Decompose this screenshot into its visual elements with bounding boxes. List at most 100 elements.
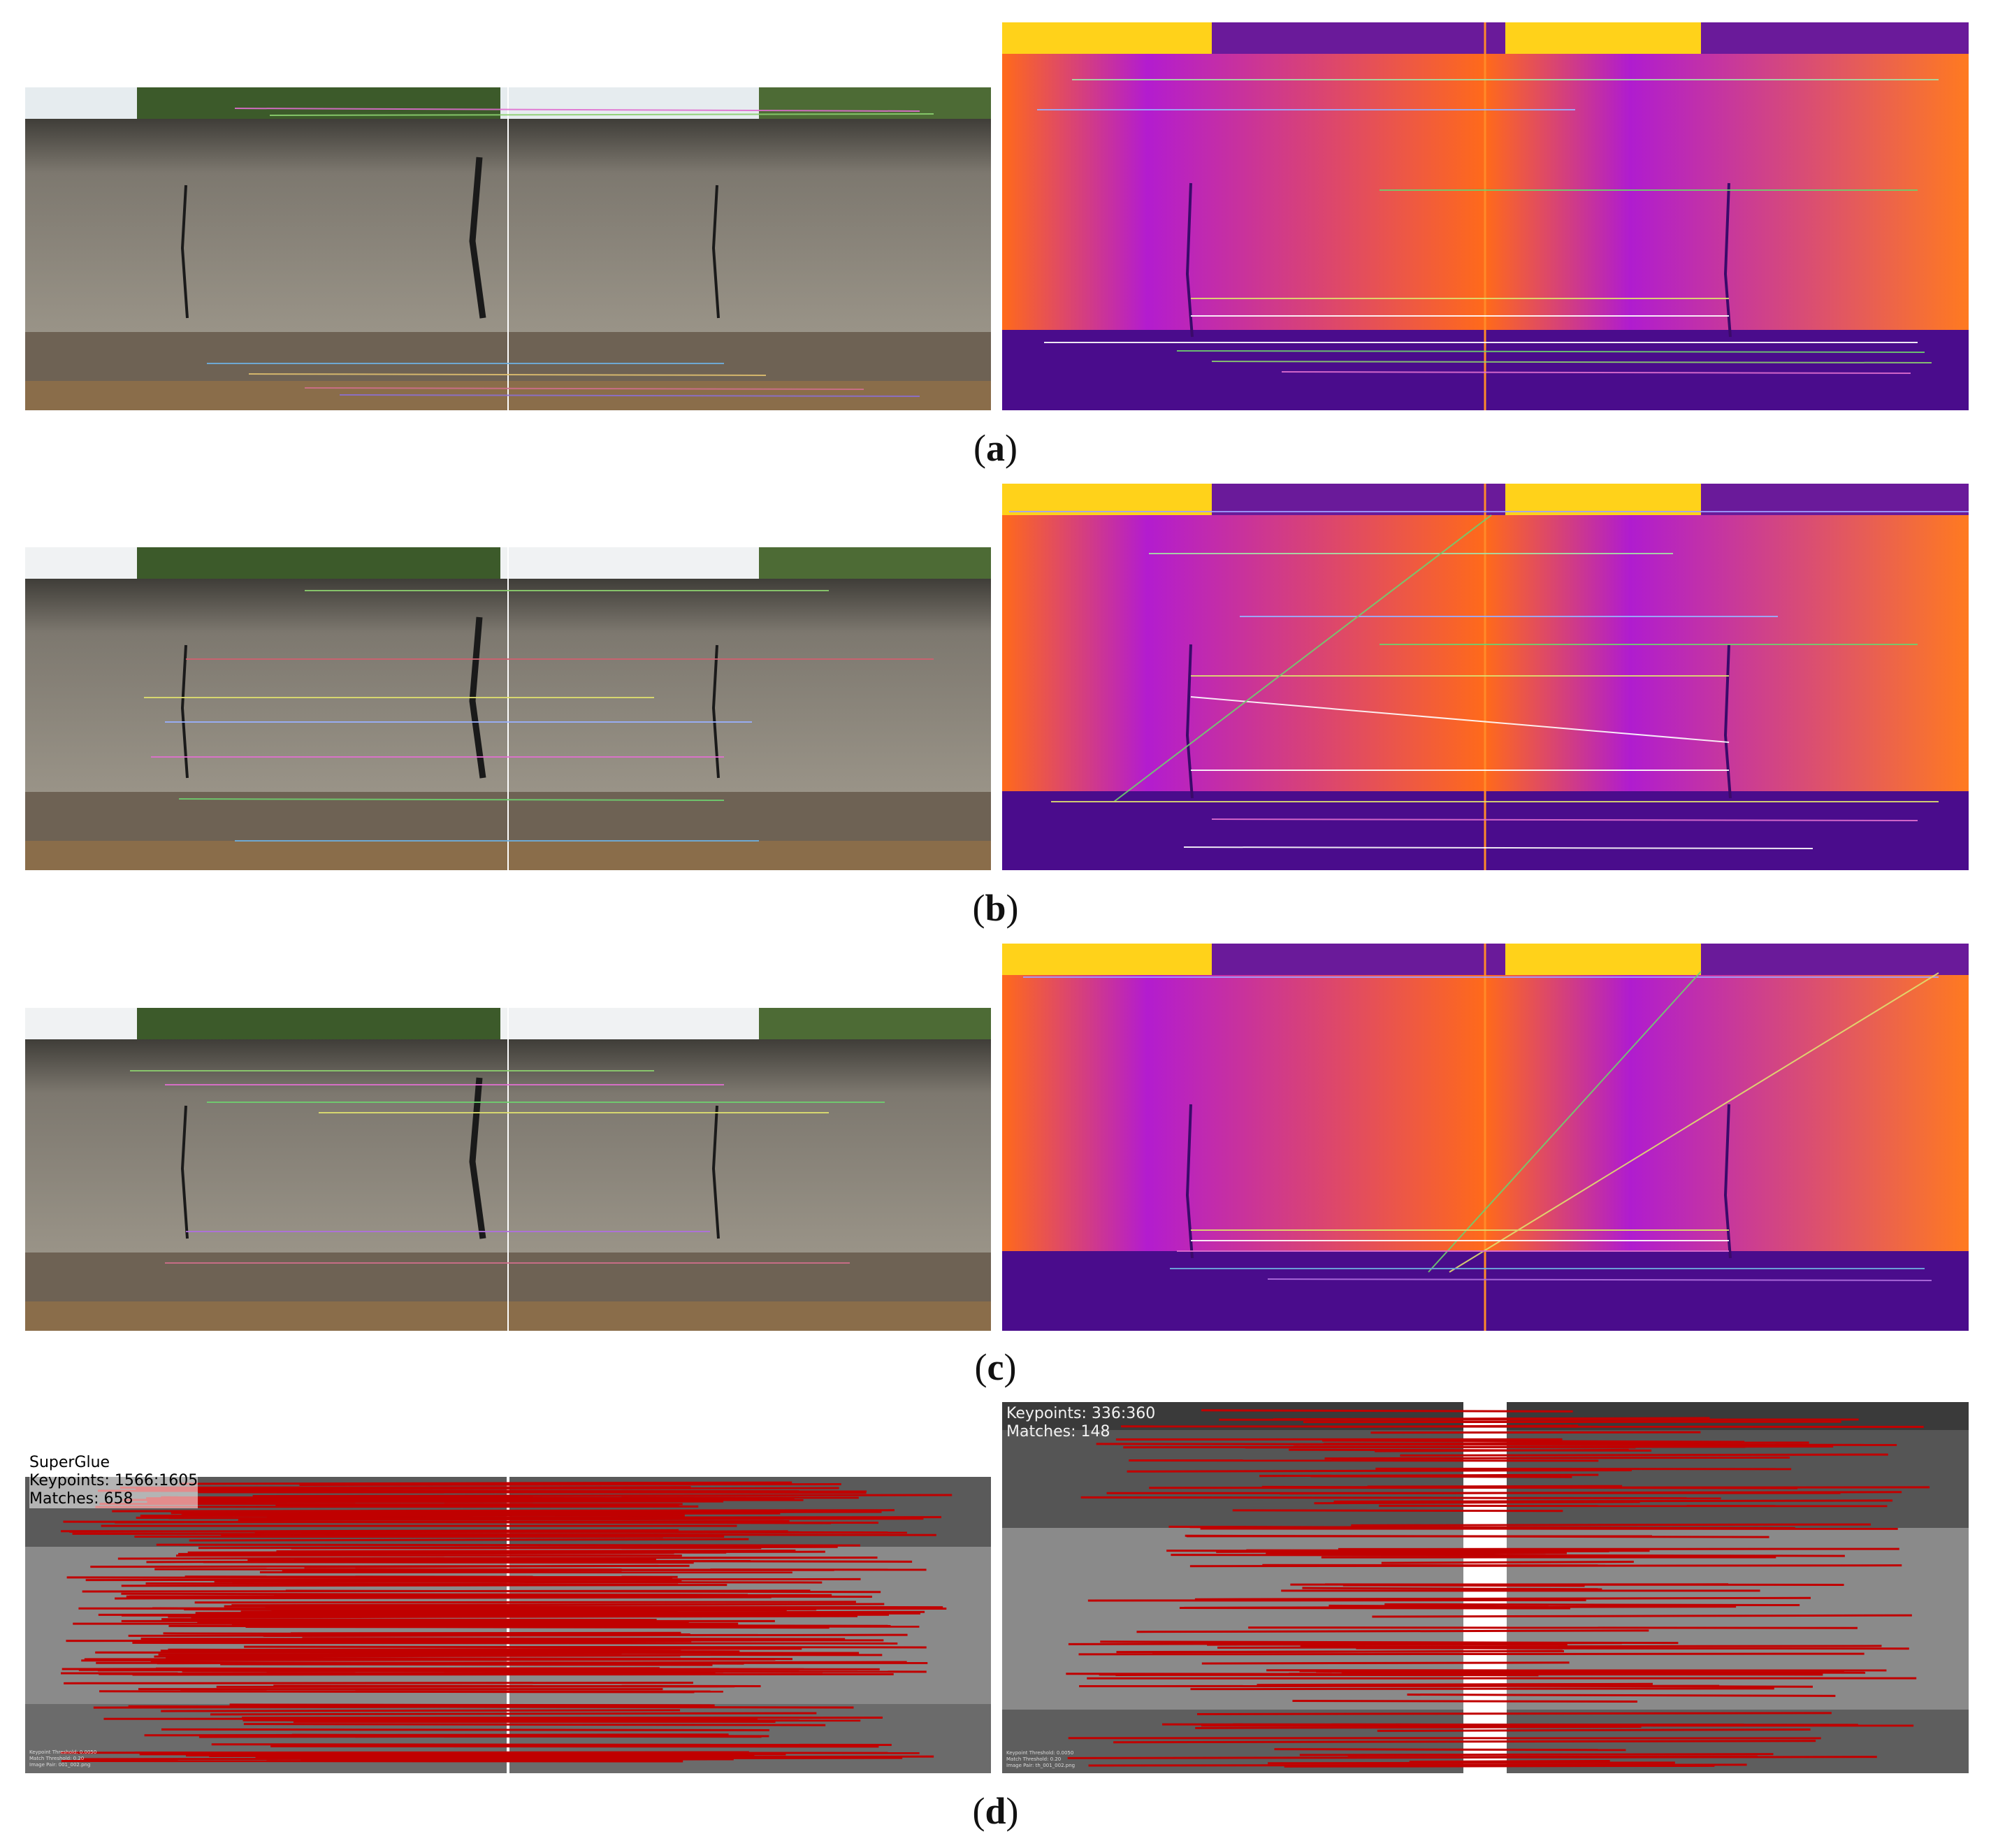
match-line <box>126 1594 832 1598</box>
match-line <box>95 1651 860 1654</box>
superglue-rgb-match-lines <box>60 1481 953 1763</box>
match-line <box>1300 1645 1882 1648</box>
match-line <box>178 1552 674 1555</box>
match-line <box>1351 1523 1871 1526</box>
rgb-match-image-a <box>25 87 991 410</box>
match-line <box>1080 1496 1721 1500</box>
match-line <box>1407 1694 1836 1697</box>
match-line <box>243 1723 826 1726</box>
match-line <box>128 1633 758 1637</box>
match-line <box>161 1618 657 1622</box>
thermal-match-panel-c <box>1002 944 1969 1331</box>
match-line <box>1194 1596 1811 1601</box>
match-line <box>1096 1443 1897 1446</box>
rgb-match-panel-b <box>25 547 991 870</box>
match-line <box>121 1584 727 1587</box>
match-line <box>1405 1684 1813 1688</box>
match-line <box>72 1532 936 1536</box>
match-line <box>181 1512 781 1515</box>
match-line <box>220 1663 713 1666</box>
superglue-rgb-panel: SuperGlue Keypoints: 1566:1605 Matches: … <box>25 1452 991 1773</box>
caption-c: (c) <box>974 1346 1017 1388</box>
superglue-thermal-stats: Keypoints: 336:360 Matches: 148 <box>1006 1405 1155 1441</box>
match-line <box>179 1481 792 1485</box>
match-line <box>1195 1726 1642 1729</box>
match-line <box>1116 1650 1565 1654</box>
match-line <box>1127 1468 1632 1473</box>
superglue-rgb-stats: SuperGlue Keypoints: 1566:1605 Matches: … <box>29 1454 198 1508</box>
superglue-thermal-image <box>1002 1402 1969 1773</box>
match-line <box>302 1637 846 1640</box>
match-line <box>1149 1486 1930 1489</box>
match-line <box>222 1647 802 1652</box>
caption-d: (d) <box>972 1790 1019 1832</box>
match-line <box>154 1568 927 1571</box>
match-line <box>182 1670 927 1673</box>
rgb-match-image-b <box>25 547 991 870</box>
match-line <box>1292 1700 1637 1703</box>
match-line <box>1400 1453 1888 1457</box>
match-line <box>80 1756 903 1761</box>
match-line <box>1184 1605 1737 1609</box>
match-line <box>186 1639 884 1642</box>
match-line <box>1370 1431 1701 1434</box>
match-line <box>1324 1456 1790 1460</box>
match-line <box>166 1656 792 1661</box>
match-line <box>1375 1467 1792 1471</box>
match-line <box>1356 1647 1909 1650</box>
rgb-match-image-c <box>25 1008 991 1331</box>
superglue-rgb-footer: Keypoint Threshold: 0.0050 Match Thresho… <box>29 1749 97 1768</box>
match-line <box>301 1758 734 1762</box>
thermal-match-panel-b <box>1002 484 1969 870</box>
superglue-thermal-match-lines <box>1066 1409 1930 1768</box>
match-line <box>1333 1499 1893 1503</box>
match-line <box>85 1578 861 1582</box>
match-line <box>189 1538 749 1542</box>
match-line <box>231 1603 885 1607</box>
match-line <box>128 1705 854 1709</box>
match-line <box>252 1494 953 1497</box>
superglue-thermal-panel: Keypoints: 336:360 Matches: 148 Keypoint… <box>1002 1402 1969 1773</box>
match-line <box>1113 1740 1816 1744</box>
match-line <box>1087 1598 1586 1602</box>
match-line <box>194 1601 856 1604</box>
match-line <box>1347 1755 1758 1759</box>
match-line <box>195 1610 925 1615</box>
match-line <box>1377 1728 1811 1732</box>
match-line <box>1315 1553 1546 1557</box>
match-line <box>1136 1629 1649 1633</box>
match-line <box>147 1500 724 1503</box>
match-line <box>1115 1673 1802 1676</box>
match-line <box>161 1709 681 1712</box>
match-line <box>64 1682 693 1684</box>
match-line <box>203 1561 694 1564</box>
match-line <box>194 1608 660 1612</box>
match-line <box>161 1728 769 1731</box>
match-line <box>1232 1509 1563 1513</box>
match-line <box>112 1509 895 1513</box>
match-line <box>1381 1560 1634 1564</box>
match-line <box>198 1491 867 1494</box>
match-line <box>1372 1614 1912 1618</box>
match-line <box>191 1615 857 1619</box>
match-line <box>161 1496 859 1499</box>
match-line <box>1322 1439 1745 1443</box>
match-line <box>224 1605 943 1609</box>
match-line <box>1189 1526 1795 1529</box>
match-line <box>158 1653 883 1656</box>
match-line <box>1310 1475 1572 1478</box>
superglue-rgb-keypoints: Keypoints: 1566:1605 <box>29 1472 198 1489</box>
superglue-thermal-matches: Matches: 148 <box>1006 1423 1110 1441</box>
match-line <box>99 1690 695 1694</box>
match-line <box>273 1684 761 1687</box>
match-line <box>1384 1603 1800 1607</box>
match-line <box>60 1751 749 1754</box>
match-line <box>98 1489 867 1493</box>
thermal-match-image-b <box>1002 484 1969 870</box>
thermal-match-image-c <box>1002 944 1969 1331</box>
match-line <box>1302 1587 1602 1591</box>
rgb-match-panel-a <box>25 87 991 410</box>
match-line <box>1185 1534 1769 1538</box>
match-line <box>1100 1640 1679 1645</box>
match-line <box>224 1735 762 1738</box>
